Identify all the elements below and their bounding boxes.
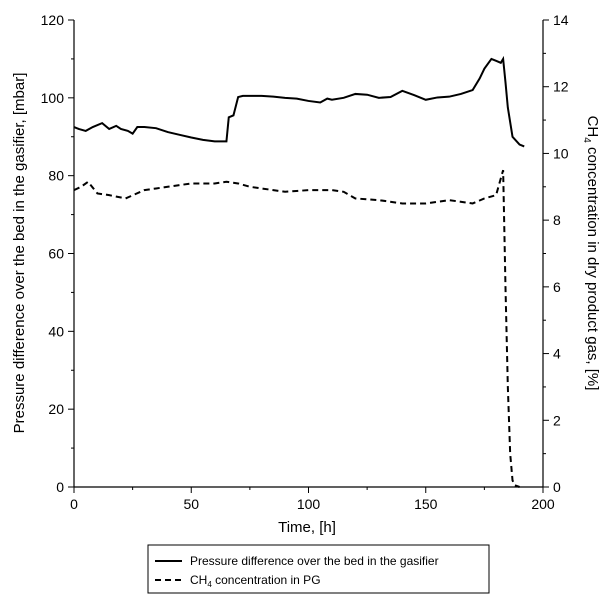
legend-label-pressure: Pressure difference over the bed in the …: [190, 554, 439, 568]
x-tick-label: 100: [297, 496, 321, 512]
x-tick-label: 200: [531, 496, 555, 512]
y-left-tick-label: 20: [48, 401, 64, 417]
legend-label-ch4-part: CH: [190, 573, 207, 587]
y-right-tick-label: 10: [553, 145, 569, 161]
y-left-tick-label: 60: [48, 246, 64, 262]
legend-box: [147, 544, 490, 594]
y-axis-right-title: CH4 concentration in dry product gas, [%…: [581, 116, 601, 391]
y-left-tick-label: 100: [41, 90, 65, 106]
legend-label-ch4-part: concentration in PG: [212, 573, 321, 587]
legend-label-ch4: CH4 concentration in PG: [190, 573, 321, 589]
y-right-tick-label: 2: [553, 412, 561, 428]
y-right-tick-label: 12: [553, 79, 569, 95]
y-right-tick-label: 6: [553, 279, 561, 295]
y-right-tick-label: 4: [553, 346, 561, 362]
y-left-tick-label: 40: [48, 323, 64, 339]
x-tick-label: 150: [414, 496, 438, 512]
x-axis-title: Time, [h]: [278, 519, 336, 536]
y-right-tick-label: 8: [553, 212, 561, 228]
y-axis-right-title-part: concentration in dry product gas, [%]: [584, 143, 601, 391]
y-axis-right-title-part: CH: [584, 116, 601, 138]
y-right-tick-label: 14: [553, 12, 569, 28]
y-axis-right-title-subscript: 4: [581, 137, 592, 143]
series-line-pressure: [73, 55, 525, 148]
y-axis-left-title: Pressure difference over the bed in the …: [11, 73, 28, 434]
legend-label-ch4-subscript: 4: [207, 580, 212, 589]
y-left-tick-label: 120: [41, 12, 65, 28]
y-left-tick-label: 80: [48, 168, 64, 184]
x-tick-label: 50: [183, 496, 199, 512]
y-right-tick-label: 0: [553, 479, 561, 495]
x-tick-label: 0: [70, 496, 78, 512]
legend: Pressure difference over the bed in the …: [147, 544, 490, 594]
series-line-ch4: [73, 169, 520, 488]
y-left-tick-label: 0: [56, 479, 64, 495]
